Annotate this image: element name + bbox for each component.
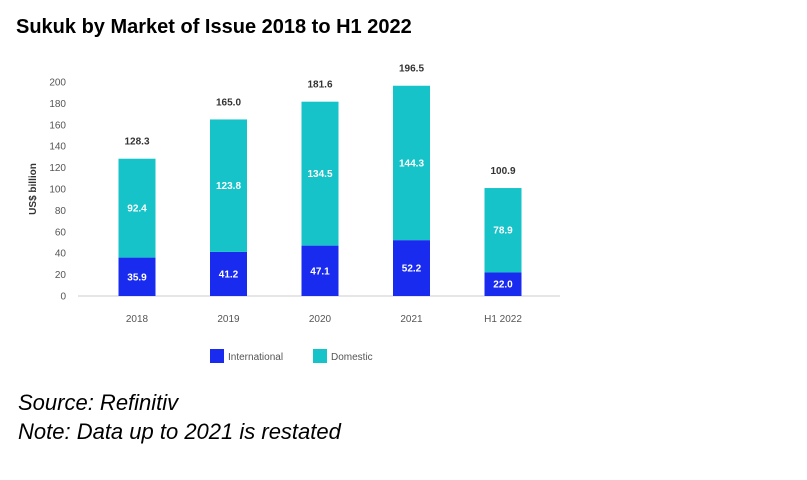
y-tick-label: 160 (49, 120, 66, 131)
y-tick-label: 140 (49, 142, 66, 153)
bar-segment-international (301, 245, 339, 296)
total-label: 196.5 (399, 64, 424, 75)
total-label: 165.0 (216, 97, 241, 108)
y-axis-label: US$ billion (28, 163, 39, 215)
bar-segment-international (210, 251, 247, 296)
data-label-domestic: 134.5 (307, 169, 332, 180)
legend-label-domestic: Domestic (331, 352, 373, 363)
data-label-domestic: 123.8 (216, 181, 241, 192)
x-tick-label: H1 2022 (484, 314, 522, 325)
bar-segment-domestic (484, 188, 522, 273)
x-tick-label: 2019 (217, 314, 240, 325)
data-label-domestic: 144.3 (399, 158, 424, 169)
total-label: 128.3 (124, 137, 149, 148)
data-note: Note: Data up to 2021 is restated (18, 419, 341, 444)
data-label-international: 47.1 (310, 266, 330, 277)
legend-swatch-domestic (313, 349, 327, 363)
bar-segment-domestic (210, 119, 247, 252)
y-tick-label: 200 (49, 78, 66, 89)
legend-label-international: International (228, 352, 283, 363)
data-label-domestic: 78.9 (493, 226, 513, 237)
bar-segment-international (393, 240, 430, 296)
bar-segment-international (118, 257, 156, 296)
y-tick-label: 120 (49, 163, 66, 174)
x-tick-label: 2018 (126, 314, 149, 325)
data-label-international: 41.2 (219, 269, 239, 280)
bar-segment-international (484, 272, 522, 296)
total-label: 100.9 (490, 166, 515, 177)
y-tick-label: 100 (49, 185, 66, 196)
y-tick-label: 60 (55, 227, 67, 238)
data-label-domestic: 92.4 (127, 204, 147, 215)
legend-swatch-international (210, 349, 224, 363)
data-label-international: 52.2 (402, 264, 422, 275)
y-tick-label: 80 (55, 206, 67, 217)
bar-segment-domestic (301, 101, 339, 246)
y-tick-label: 0 (60, 292, 66, 303)
total-label: 181.6 (307, 80, 332, 91)
bar-segment-domestic (118, 158, 156, 258)
y-tick-label: 40 (55, 249, 67, 260)
y-tick-label: 20 (55, 270, 67, 281)
data-label-international: 35.9 (127, 272, 147, 283)
x-tick-label: 2021 (400, 314, 423, 325)
source-note: Source: Refinitiv (18, 390, 179, 415)
x-tick-label: 2020 (309, 314, 332, 325)
chart-title: Sukuk by Market of Issue 2018 to H1 2022 (16, 16, 412, 38)
y-tick-label: 180 (49, 99, 66, 110)
bar-segment-domestic (393, 85, 430, 241)
data-label-international: 22.0 (493, 280, 513, 291)
